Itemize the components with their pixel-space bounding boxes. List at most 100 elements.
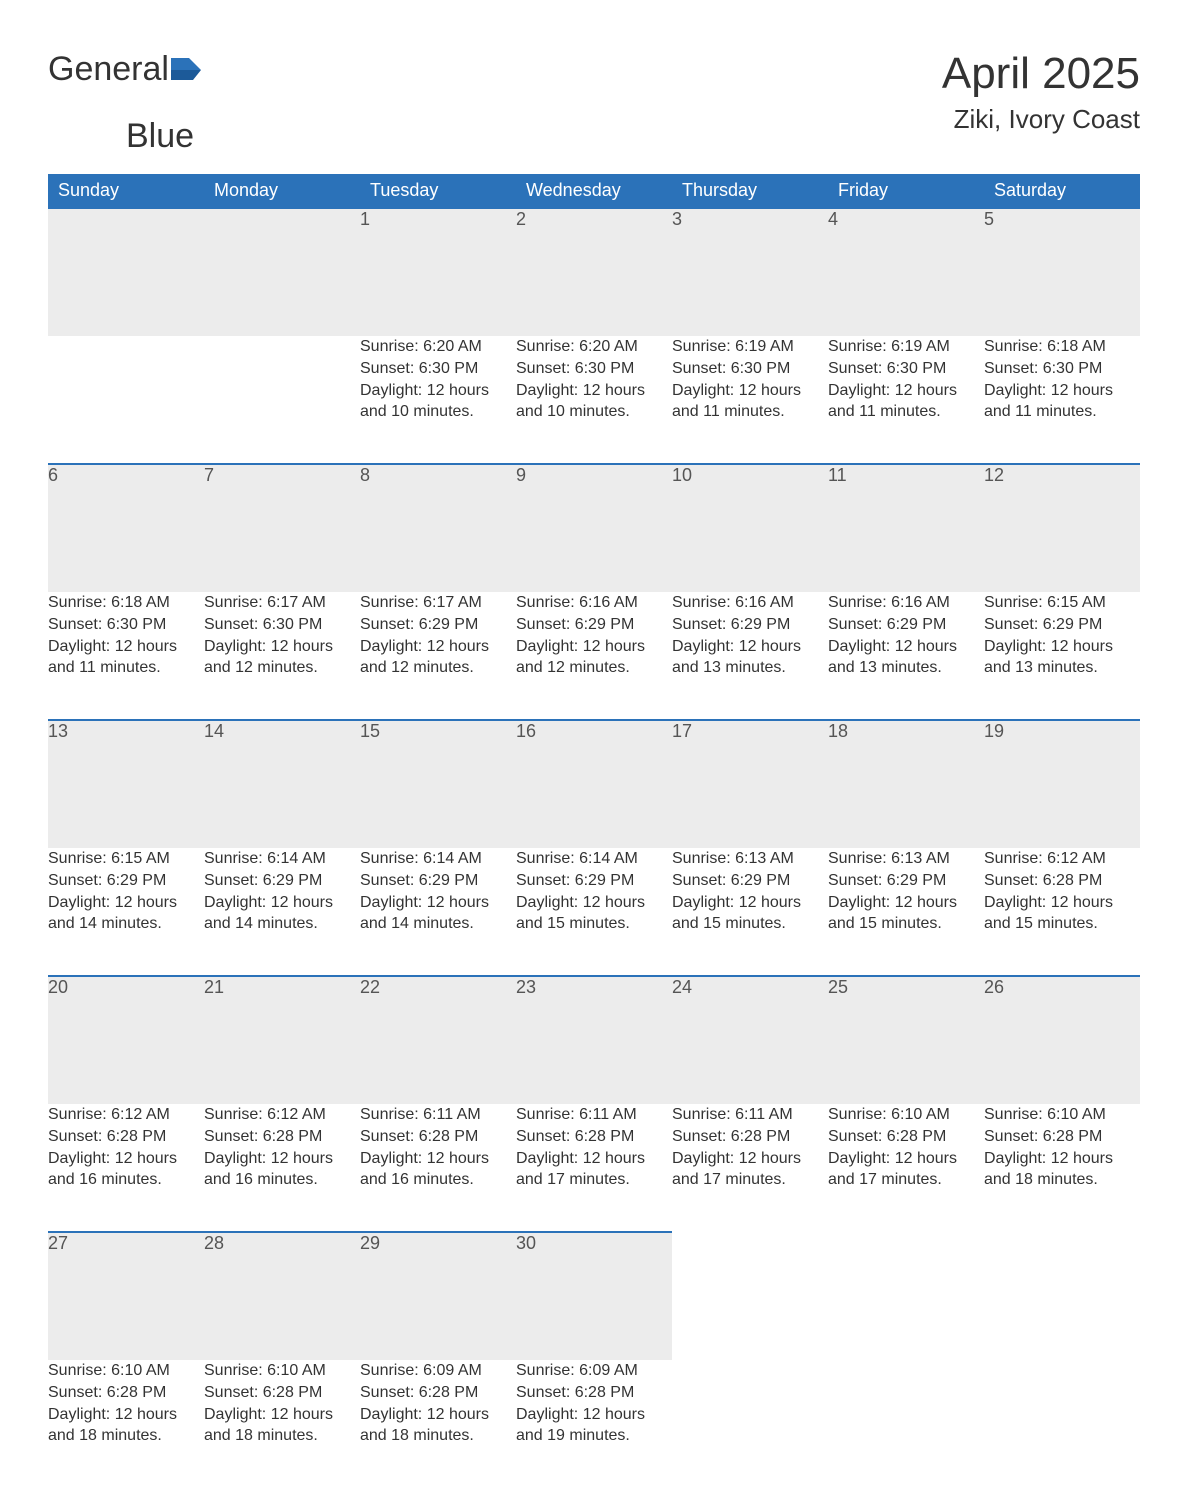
sunrise-text: Sunrise: 6:09 AM (360, 1360, 516, 1382)
daylight-text: and 17 minutes. (828, 1169, 984, 1191)
brand-part2: Blue (126, 117, 194, 155)
sunrise-text: Sunrise: 6:12 AM (48, 1104, 204, 1126)
daylight-text: Daylight: 12 hours (828, 380, 984, 402)
daylight-text: and 14 minutes. (360, 913, 516, 935)
sunrise-text: Sunrise: 6:11 AM (516, 1104, 672, 1126)
day-details-cell: Sunrise: 6:20 AMSunset: 6:30 PMDaylight:… (360, 336, 516, 464)
sunrise-text: Sunrise: 6:14 AM (360, 848, 516, 870)
sunrise-text: Sunrise: 6:16 AM (516, 592, 672, 614)
sunset-text: Sunset: 6:28 PM (672, 1126, 828, 1148)
sunset-text: Sunset: 6:28 PM (48, 1382, 204, 1404)
day-number-cell: 11 (828, 464, 984, 592)
daylight-text: and 19 minutes. (516, 1425, 672, 1447)
sunset-text: Sunset: 6:28 PM (984, 870, 1140, 892)
daylight-text: and 14 minutes. (48, 913, 204, 935)
day-number-cell (672, 1232, 828, 1360)
day-number-cell: 12 (984, 464, 1140, 592)
daynum-row: 12345 (48, 208, 1140, 336)
sunset-text: Sunset: 6:28 PM (360, 1382, 516, 1404)
daylight-text: Daylight: 12 hours (516, 1404, 672, 1426)
day-details-cell: Sunrise: 6:17 AMSunset: 6:30 PMDaylight:… (204, 592, 360, 720)
sunset-text: Sunset: 6:30 PM (204, 614, 360, 636)
details-row: Sunrise: 6:10 AMSunset: 6:28 PMDaylight:… (48, 1360, 1140, 1450)
daylight-text: and 18 minutes. (204, 1425, 360, 1447)
day-details-cell: Sunrise: 6:20 AMSunset: 6:30 PMDaylight:… (516, 336, 672, 464)
col-tuesday: Tuesday (360, 174, 516, 208)
day-details-cell: Sunrise: 6:11 AMSunset: 6:28 PMDaylight:… (360, 1104, 516, 1232)
day-details-cell: Sunrise: 6:12 AMSunset: 6:28 PMDaylight:… (984, 848, 1140, 976)
sunset-text: Sunset: 6:29 PM (672, 614, 828, 636)
daylight-text: Daylight: 12 hours (360, 892, 516, 914)
day-number-cell (48, 208, 204, 336)
daylight-text: and 16 minutes. (360, 1169, 516, 1191)
day-number-cell: 8 (360, 464, 516, 592)
day-details-cell: Sunrise: 6:16 AMSunset: 6:29 PMDaylight:… (828, 592, 984, 720)
sunrise-text: Sunrise: 6:10 AM (48, 1360, 204, 1382)
sunrise-text: Sunrise: 6:10 AM (828, 1104, 984, 1126)
sunset-text: Sunset: 6:29 PM (672, 870, 828, 892)
sunrise-text: Sunrise: 6:15 AM (48, 848, 204, 870)
col-friday: Friday (828, 174, 984, 208)
day-number-cell: 5 (984, 208, 1140, 336)
day-number-cell: 27 (48, 1232, 204, 1360)
day-details-cell: Sunrise: 6:18 AMSunset: 6:30 PMDaylight:… (48, 592, 204, 720)
day-number-cell: 19 (984, 720, 1140, 848)
sunset-text: Sunset: 6:30 PM (672, 358, 828, 380)
day-details-cell: Sunrise: 6:14 AMSunset: 6:29 PMDaylight:… (516, 848, 672, 976)
day-number-cell: 20 (48, 976, 204, 1104)
calendar-table: Sunday Monday Tuesday Wednesday Thursday… (48, 174, 1140, 1450)
day-number-cell: 30 (516, 1232, 672, 1360)
day-details-cell: Sunrise: 6:12 AMSunset: 6:28 PMDaylight:… (48, 1104, 204, 1232)
daylight-text: and 13 minutes. (984, 657, 1140, 679)
sunset-text: Sunset: 6:28 PM (48, 1126, 204, 1148)
sunset-text: Sunset: 6:29 PM (48, 870, 204, 892)
daylight-text: and 11 minutes. (48, 657, 204, 679)
daylight-text: Daylight: 12 hours (516, 1148, 672, 1170)
sunrise-text: Sunrise: 6:13 AM (672, 848, 828, 870)
day-details-cell (48, 336, 204, 464)
daylight-text: and 10 minutes. (360, 401, 516, 423)
daylight-text: Daylight: 12 hours (516, 636, 672, 658)
daylight-text: Daylight: 12 hours (48, 892, 204, 914)
daylight-text: Daylight: 12 hours (984, 636, 1140, 658)
daylight-text: Daylight: 12 hours (360, 380, 516, 402)
day-details-cell: Sunrise: 6:18 AMSunset: 6:30 PMDaylight:… (984, 336, 1140, 464)
sunrise-text: Sunrise: 6:16 AM (672, 592, 828, 614)
sunset-text: Sunset: 6:29 PM (204, 870, 360, 892)
daylight-text: Daylight: 12 hours (48, 1404, 204, 1426)
day-number-cell: 24 (672, 976, 828, 1104)
day-number-cell: 15 (360, 720, 516, 848)
day-number-cell: 2 (516, 208, 672, 336)
day-number-cell: 4 (828, 208, 984, 336)
daylight-text: and 11 minutes. (672, 401, 828, 423)
sunrise-text: Sunrise: 6:09 AM (516, 1360, 672, 1382)
daylight-text: Daylight: 12 hours (516, 380, 672, 402)
day-number-cell: 21 (204, 976, 360, 1104)
day-details-cell: Sunrise: 6:11 AMSunset: 6:28 PMDaylight:… (672, 1104, 828, 1232)
flag-icon (171, 50, 201, 89)
day-details-cell: Sunrise: 6:11 AMSunset: 6:28 PMDaylight:… (516, 1104, 672, 1232)
daylight-text: and 14 minutes. (204, 913, 360, 935)
weekday-header-row: Sunday Monday Tuesday Wednesday Thursday… (48, 174, 1140, 208)
day-number-cell: 28 (204, 1232, 360, 1360)
sunrise-text: Sunrise: 6:17 AM (204, 592, 360, 614)
sunset-text: Sunset: 6:28 PM (516, 1126, 672, 1148)
brand-logo: General (48, 50, 203, 89)
sunrise-text: Sunrise: 6:12 AM (204, 1104, 360, 1126)
daynum-row: 20212223242526 (48, 976, 1140, 1104)
sunset-text: Sunset: 6:29 PM (516, 614, 672, 636)
day-details-cell: Sunrise: 6:12 AMSunset: 6:28 PMDaylight:… (204, 1104, 360, 1232)
daylight-text: and 12 minutes. (204, 657, 360, 679)
sunset-text: Sunset: 6:29 PM (516, 870, 672, 892)
day-details-cell: Sunrise: 6:14 AMSunset: 6:29 PMDaylight:… (204, 848, 360, 976)
day-details-cell: Sunrise: 6:13 AMSunset: 6:29 PMDaylight:… (828, 848, 984, 976)
daylight-text: and 15 minutes. (828, 913, 984, 935)
daylight-text: and 12 minutes. (360, 657, 516, 679)
sunset-text: Sunset: 6:28 PM (516, 1382, 672, 1404)
daylight-text: and 11 minutes. (984, 401, 1140, 423)
daylight-text: Daylight: 12 hours (828, 892, 984, 914)
daylight-text: and 12 minutes. (516, 657, 672, 679)
day-details-cell: Sunrise: 6:10 AMSunset: 6:28 PMDaylight:… (204, 1360, 360, 1450)
daynum-row: 6789101112 (48, 464, 1140, 592)
daylight-text: Daylight: 12 hours (360, 1404, 516, 1426)
